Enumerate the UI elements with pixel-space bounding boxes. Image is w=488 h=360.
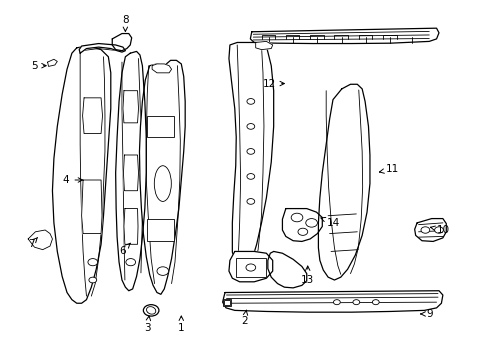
Polygon shape xyxy=(112,33,131,51)
Circle shape xyxy=(333,300,340,305)
Circle shape xyxy=(88,258,98,266)
Polygon shape xyxy=(139,60,185,294)
Polygon shape xyxy=(282,208,322,242)
FancyBboxPatch shape xyxy=(224,300,229,305)
Polygon shape xyxy=(79,44,125,53)
Circle shape xyxy=(157,267,168,275)
Polygon shape xyxy=(52,46,111,303)
Polygon shape xyxy=(318,84,369,280)
FancyBboxPatch shape xyxy=(147,219,174,241)
Ellipse shape xyxy=(146,307,156,314)
FancyBboxPatch shape xyxy=(222,299,231,306)
Polygon shape xyxy=(122,91,138,123)
FancyBboxPatch shape xyxy=(147,116,174,137)
Text: 12: 12 xyxy=(263,78,284,89)
Circle shape xyxy=(143,305,159,316)
Text: 3: 3 xyxy=(143,316,150,333)
Text: 2: 2 xyxy=(241,310,247,326)
Polygon shape xyxy=(81,180,102,234)
Polygon shape xyxy=(267,251,306,288)
Polygon shape xyxy=(250,28,438,44)
Circle shape xyxy=(246,123,254,129)
Circle shape xyxy=(434,227,443,233)
Polygon shape xyxy=(152,64,171,73)
Circle shape xyxy=(246,99,254,104)
Text: 13: 13 xyxy=(301,266,314,285)
Polygon shape xyxy=(116,51,146,291)
Polygon shape xyxy=(123,208,138,244)
FancyBboxPatch shape xyxy=(235,257,265,277)
Text: 6: 6 xyxy=(119,243,130,256)
Polygon shape xyxy=(28,230,52,249)
Circle shape xyxy=(305,219,317,227)
Text: 9: 9 xyxy=(420,309,432,319)
Text: 8: 8 xyxy=(122,15,128,31)
Circle shape xyxy=(147,307,155,313)
Polygon shape xyxy=(228,251,272,282)
Circle shape xyxy=(372,300,378,305)
Polygon shape xyxy=(47,59,57,66)
Text: 1: 1 xyxy=(178,316,184,333)
Circle shape xyxy=(352,300,359,305)
Circle shape xyxy=(125,258,135,266)
Circle shape xyxy=(420,227,429,233)
Circle shape xyxy=(246,199,254,204)
Text: 11: 11 xyxy=(379,164,398,174)
Text: 10: 10 xyxy=(429,225,449,235)
Polygon shape xyxy=(222,291,442,312)
Text: 4: 4 xyxy=(62,175,82,185)
Polygon shape xyxy=(82,98,102,134)
Text: 14: 14 xyxy=(320,217,340,228)
Circle shape xyxy=(246,149,254,154)
Circle shape xyxy=(290,213,302,222)
Text: 5: 5 xyxy=(31,61,46,71)
Circle shape xyxy=(245,264,255,271)
Text: 7: 7 xyxy=(28,238,38,249)
Polygon shape xyxy=(228,42,273,275)
Polygon shape xyxy=(255,41,272,50)
Ellipse shape xyxy=(154,166,171,202)
Circle shape xyxy=(246,174,254,179)
Circle shape xyxy=(297,228,307,235)
Circle shape xyxy=(89,277,97,283)
Polygon shape xyxy=(123,155,138,191)
Polygon shape xyxy=(414,219,446,242)
